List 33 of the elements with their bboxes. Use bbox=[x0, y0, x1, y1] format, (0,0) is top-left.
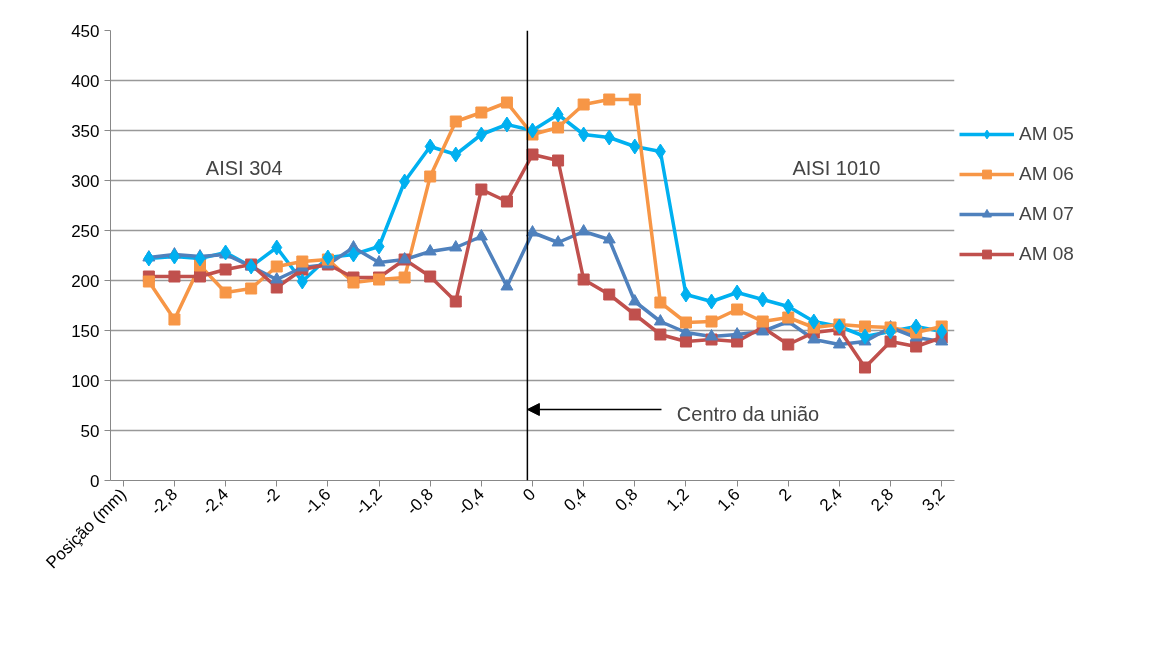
x-tick-label: 1,6 bbox=[713, 484, 744, 515]
x-tick-label: -2,8 bbox=[147, 484, 182, 519]
legend-label: AM 06 bbox=[1019, 163, 1074, 185]
x-tick-label: 0,4 bbox=[560, 484, 591, 515]
legend-label: AM 08 bbox=[1019, 243, 1074, 265]
x-tick-label: -2,4 bbox=[198, 484, 233, 519]
legend-label: AM 05 bbox=[1019, 123, 1074, 145]
y-tick-label: 450 bbox=[71, 21, 100, 41]
annotation: AISI 1010 bbox=[792, 156, 881, 179]
y-tick-label: 0 bbox=[90, 471, 100, 491]
legend-label: AM 07 bbox=[1019, 203, 1074, 225]
y-tick-label: 350 bbox=[71, 121, 100, 141]
y-tick-label: 250 bbox=[71, 221, 100, 241]
x-tick-label: -0,4 bbox=[453, 484, 489, 519]
y-tick-label: 400 bbox=[71, 71, 100, 91]
y-tick-label: 100 bbox=[71, 371, 100, 391]
x-tick-label: 1,2 bbox=[662, 484, 693, 515]
y-tick-label: 150 bbox=[71, 321, 100, 341]
x-tick-label: 0 bbox=[519, 484, 540, 505]
x-tick-label: -2 bbox=[259, 484, 284, 509]
x-tick-label: 0,8 bbox=[611, 484, 642, 515]
x-tick-label: -1,2 bbox=[351, 484, 386, 519]
x-tick-label: 2 bbox=[774, 484, 795, 505]
x-tick-label: 2,8 bbox=[867, 484, 898, 515]
y-tick-label: 50 bbox=[80, 421, 100, 441]
annotation: AISI 304 bbox=[205, 156, 283, 179]
y-tick-label: 300 bbox=[71, 171, 100, 191]
x-tick-label: -1,6 bbox=[300, 484, 335, 519]
y-tick-label: 200 bbox=[71, 271, 100, 291]
x-tick-label: 3,2 bbox=[918, 484, 949, 515]
x-tick-label: -0,8 bbox=[402, 484, 437, 519]
x-tick-label: 2,4 bbox=[815, 484, 847, 515]
annotation: Centro da união bbox=[676, 403, 820, 426]
